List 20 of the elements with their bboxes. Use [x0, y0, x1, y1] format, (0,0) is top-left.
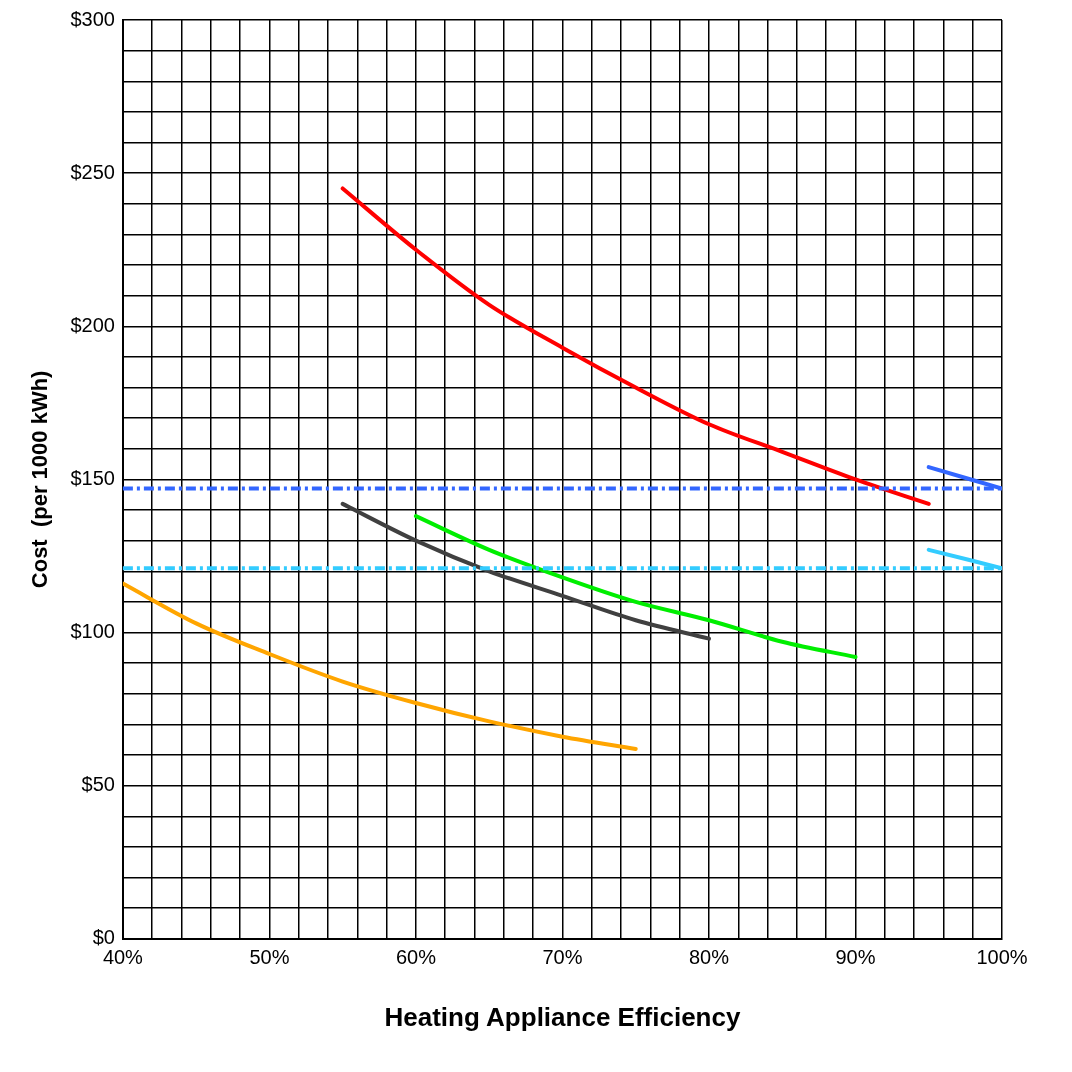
y-tick-label: $100: [70, 620, 115, 643]
line-series: [413, 514, 858, 660]
x-tick-label: 70%: [542, 946, 583, 969]
y-axis-title: Cost (per 1000 kWh): [27, 370, 53, 589]
x-tick-label: 60%: [395, 946, 437, 969]
x-tick-label: 40%: [102, 946, 144, 969]
x-axis-title: Heating Appliance Efficiency: [384, 1001, 741, 1032]
line-series: [122, 581, 638, 751]
y-tick-label: $50: [81, 773, 115, 796]
x-tick-label: 80%: [688, 946, 730, 969]
y-tick-label: $0: [92, 926, 115, 949]
x-tick-label: 90%: [835, 946, 876, 969]
y-tick-label: $200: [70, 313, 115, 336]
y-tick-label: $150: [70, 466, 115, 489]
line-series: [340, 501, 711, 641]
y-tick-label: $300: [70, 7, 115, 30]
line-series: [340, 186, 931, 506]
x-tick-label: 100%: [976, 946, 1028, 969]
x-tick-label: 50%: [249, 946, 290, 969]
y-tick-label: $250: [70, 160, 115, 183]
